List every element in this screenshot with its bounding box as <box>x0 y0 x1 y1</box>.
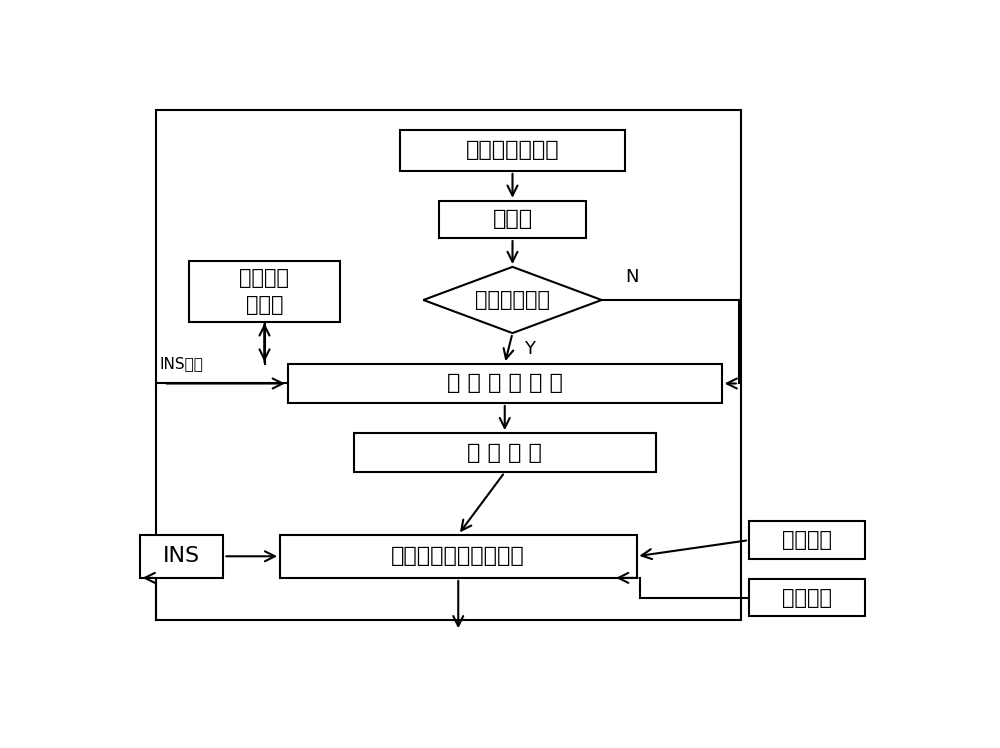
Text: Y: Y <box>524 340 535 358</box>
Text: INS: INS <box>163 546 200 566</box>
Text: N: N <box>625 268 638 286</box>
Text: 重力匹配: 重力匹配 <box>782 530 832 551</box>
Text: 海底地形传感器: 海底地形传感器 <box>466 140 559 160</box>
Bar <box>354 433 656 472</box>
Text: 海底地形
数据库: 海底地形 数据库 <box>240 268 290 315</box>
Bar <box>749 521 865 559</box>
Bar <box>189 261 340 322</box>
Bar <box>439 200 586 238</box>
Text: 可匹配性判别: 可匹配性判别 <box>475 290 550 310</box>
Bar <box>140 535 223 578</box>
Bar <box>400 129 625 171</box>
Bar <box>749 579 865 616</box>
Polygon shape <box>423 267 602 333</box>
Text: 预处理: 预处理 <box>492 209 533 230</box>
Bar <box>156 110 741 619</box>
Bar <box>288 364 722 403</box>
Text: INS信息: INS信息 <box>160 356 204 371</box>
Text: 性 能 评 估: 性 能 评 估 <box>467 443 542 462</box>
Text: 地 形 匹 配 解 算: 地 形 匹 配 解 算 <box>447 373 563 393</box>
Bar <box>280 535 637 578</box>
Text: 磁力匹配: 磁力匹配 <box>782 588 832 608</box>
Text: 无源导航信息智能融合: 无源导航信息智能融合 <box>391 546 525 566</box>
